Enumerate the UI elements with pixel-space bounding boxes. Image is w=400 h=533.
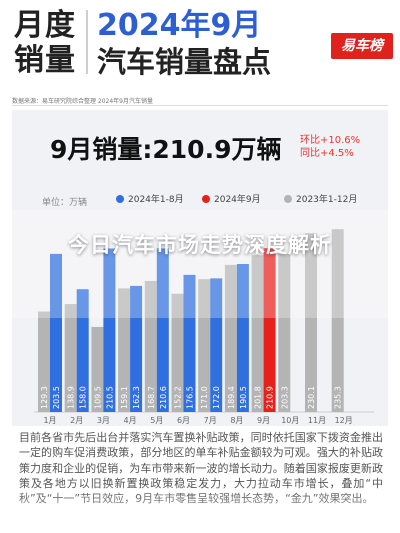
tag-line-1: 月度 bbox=[14, 8, 76, 43]
bar-value-label: 210.9 bbox=[266, 386, 275, 409]
bottom-fade bbox=[0, 488, 400, 533]
bar-value-label: 176.5 bbox=[186, 386, 195, 409]
bar-value-label: 190.5 bbox=[239, 386, 248, 409]
bar-value-label: 235.3 bbox=[334, 386, 343, 409]
bar-2023-4 bbox=[118, 288, 131, 412]
header: 月度 销量 2024年9月 汽车销量盘点 易车榜 bbox=[0, 0, 400, 92]
legend-label: 2024年1-8月 bbox=[128, 195, 184, 205]
x-tick-label: 10月 bbox=[281, 416, 299, 425]
x-tick-label: 6月 bbox=[177, 416, 190, 425]
x-tick-label: 1月 bbox=[43, 416, 56, 425]
bar-2023-1 bbox=[38, 311, 50, 412]
page-title: 汽车销量盘点 bbox=[97, 45, 272, 79]
bar-value-label: 172.0 bbox=[212, 386, 221, 409]
bar-2023-6 bbox=[171, 293, 184, 412]
legend-dot-icon bbox=[202, 195, 210, 203]
bar-value-label: 230.1 bbox=[307, 386, 316, 409]
legend-label: 2024年9月 bbox=[214, 195, 261, 205]
monthly-sales-tag: 月度 销量 bbox=[14, 8, 80, 80]
bar-2023-8 bbox=[224, 264, 237, 412]
sales-bar-chart: 129.3 203.5 1月 138.9 158.0 2月 109.5 210.5 3月 159.… bbox=[34, 229, 374, 425]
x-tick-label: 4月 bbox=[124, 416, 137, 425]
bar-value-label: 162.3 bbox=[132, 386, 141, 409]
overlay-band bbox=[0, 210, 400, 318]
bar-value-label: 158.0 bbox=[79, 386, 88, 409]
divider bbox=[12, 105, 388, 106]
bar-value-label: 203.3 bbox=[280, 386, 289, 409]
bar-2024-8 bbox=[236, 263, 249, 412]
yoy-change: 环比+10.6% bbox=[300, 135, 361, 146]
legend-item-2024-jan-aug: 2024年1-8月 bbox=[116, 195, 184, 206]
bar-value-label: 203.5 bbox=[52, 386, 61, 409]
bar-value-label: 159.1 bbox=[120, 386, 129, 409]
header-divider bbox=[86, 10, 88, 74]
bar-2023-9 bbox=[251, 255, 264, 412]
overlay-title[interactable]: 今日汽车市场走势深度解析 bbox=[68, 233, 332, 257]
bar-2024-4 bbox=[130, 285, 143, 412]
bar-value-label: 189.4 bbox=[227, 386, 236, 409]
bar-2023-11 bbox=[305, 233, 317, 412]
bar-2023-5 bbox=[144, 280, 157, 412]
bar-value-label: 109.5 bbox=[93, 386, 102, 409]
bar-value-label: 210.5 bbox=[105, 386, 114, 409]
x-tick-label: 2月 bbox=[70, 416, 83, 425]
bar-value-label: 201.8 bbox=[254, 386, 263, 409]
bar-2024-7 bbox=[210, 278, 223, 412]
yiche-logo[interactable]: 易车榜 bbox=[331, 33, 393, 59]
bar-2023-2 bbox=[64, 304, 77, 412]
bar-value-label: 138.9 bbox=[67, 386, 76, 409]
x-tick-label: 9月 bbox=[257, 416, 270, 425]
x-tick-label: 8月 bbox=[230, 416, 243, 425]
mom-change: 同比+4.5% bbox=[300, 148, 354, 159]
bar-2024-5 bbox=[156, 248, 169, 412]
bar-2023-10 bbox=[278, 254, 291, 412]
x-tick-label: 5月 bbox=[150, 416, 163, 425]
bar-2024-3 bbox=[103, 248, 116, 412]
legend-item-2023: 2023年1-12月 bbox=[284, 195, 357, 206]
legend-dot-icon bbox=[284, 195, 292, 203]
legend-item-2024-sep: 2024年9月 bbox=[202, 195, 261, 206]
bar-2024-2 bbox=[76, 289, 89, 412]
x-tick-label: 7月 bbox=[204, 416, 217, 425]
tag-line-2: 销量 bbox=[14, 43, 76, 78]
bar-value-label: 168.7 bbox=[147, 386, 156, 409]
bar-2024-1 bbox=[50, 253, 62, 412]
bar-value-label: 152.2 bbox=[174, 386, 183, 409]
bar-2024-9 bbox=[263, 248, 276, 412]
sales-headline: 9月销量:210.9万辆 bbox=[50, 135, 282, 164]
bar-2023-3 bbox=[91, 326, 104, 412]
bar-value-label: 171.0 bbox=[200, 386, 209, 409]
title-year: 2024年9月 bbox=[97, 8, 262, 43]
source-line: 数据来源：易车研究院综合整理 2024年9月汽车销量 bbox=[12, 98, 153, 105]
legend-label: 2023年1-12月 bbox=[296, 195, 358, 205]
bar-value-label: 210.6 bbox=[159, 386, 168, 409]
x-tick-label: 12月 bbox=[335, 416, 353, 425]
legend-dot-icon bbox=[116, 195, 124, 203]
unit-label: 单位：万辆 bbox=[42, 198, 88, 208]
chart-card: 129.3 203.5 1月 138.9 158.0 2月 109.5 210.5 3月 159.… bbox=[12, 110, 388, 426]
bar-2023-7 bbox=[198, 279, 211, 412]
bar-2023-12 bbox=[331, 229, 344, 412]
x-tick-label: 3月 bbox=[97, 416, 110, 425]
bar-2024-6 bbox=[183, 274, 196, 412]
bar-value-label: 129.3 bbox=[40, 386, 49, 409]
x-tick-label: 11月 bbox=[308, 416, 326, 425]
